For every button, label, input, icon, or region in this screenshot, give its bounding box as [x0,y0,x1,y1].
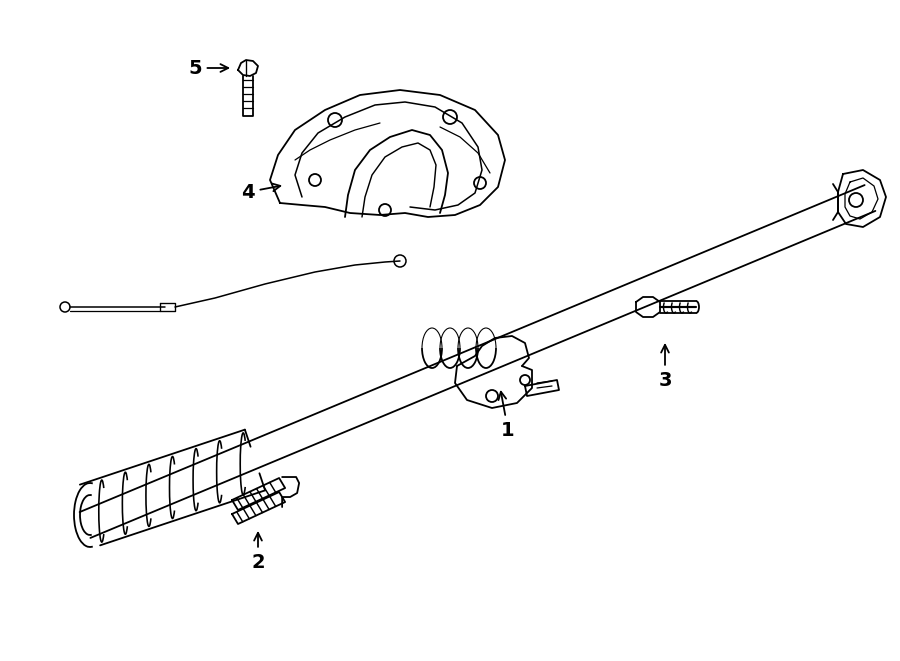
Text: 4: 4 [241,182,280,202]
Text: 2: 2 [251,533,265,572]
Text: 5: 5 [188,59,229,77]
Text: 1: 1 [499,392,515,440]
Text: 3: 3 [658,345,671,389]
